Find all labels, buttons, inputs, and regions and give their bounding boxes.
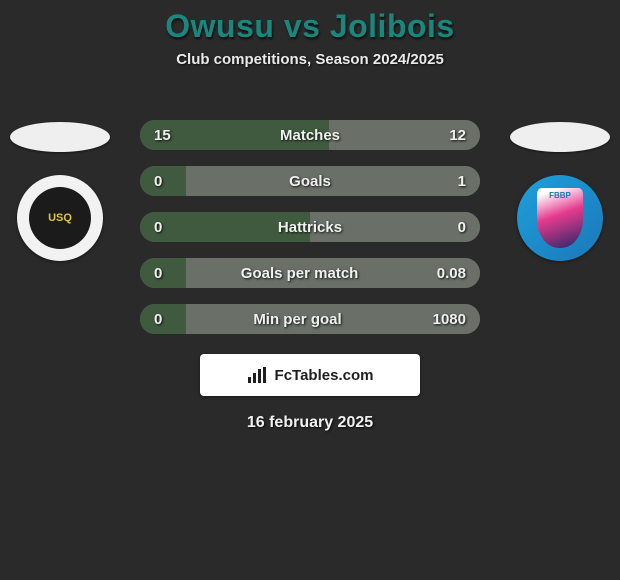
stat-label: Matches (171, 127, 450, 144)
club-badge-left-text: USQ (29, 187, 91, 249)
club-badge-right-shield-icon (537, 188, 583, 248)
stat-left-value: 0 (154, 265, 162, 282)
country-flag-left (10, 122, 110, 152)
brand-wrap: FcTables.com (0, 354, 620, 396)
stat-right-value: 1080 (433, 311, 466, 328)
country-flag-right (510, 122, 610, 152)
stat-label: Goals per match (162, 265, 436, 282)
stat-left-value: 0 (154, 173, 162, 190)
page-title: Owusu vs Jolibois (0, 8, 620, 45)
stat-row: 15Matches12 (140, 120, 480, 150)
club-badge-right (517, 175, 603, 261)
stat-right-value: 0.08 (437, 265, 466, 282)
stat-label: Goals (162, 173, 457, 190)
stat-right-value: 1 (458, 173, 466, 190)
stat-right-value: 12 (449, 127, 466, 144)
stat-label: Min per goal (162, 311, 432, 328)
stat-row: 0Goals per match0.08 (140, 258, 480, 288)
stat-left-value: 15 (154, 127, 171, 144)
stat-row: 0Min per goal1080 (140, 304, 480, 334)
stat-right-value: 0 (458, 219, 466, 236)
club-badge-left: USQ (17, 175, 103, 261)
container: Owusu vs Jolibois Club competitions, Sea… (0, 0, 620, 432)
stat-left-value: 0 (154, 219, 162, 236)
stat-label: Hattricks (162, 219, 457, 236)
stat-row: 0Goals1 (140, 166, 480, 196)
brand-text: FcTables.com (275, 367, 374, 384)
stat-row: 0Hattricks0 (140, 212, 480, 242)
stat-left-value: 0 (154, 311, 162, 328)
bar-chart-icon (247, 367, 269, 383)
subtitle: Club competitions, Season 2024/2025 (0, 51, 620, 68)
brand-link[interactable]: FcTables.com (200, 354, 420, 396)
date-text: 16 february 2025 (0, 414, 620, 432)
